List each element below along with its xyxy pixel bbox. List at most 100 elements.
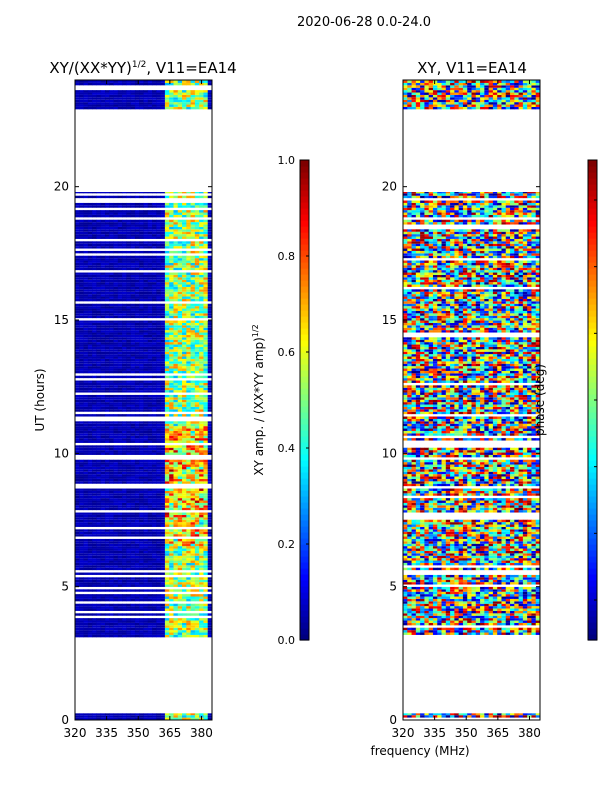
heatmap-cell — [169, 531, 174, 535]
heatmap-cell — [194, 265, 200, 268]
heatmap-cell — [173, 375, 179, 379]
heatmap-cell — [177, 500, 183, 503]
heatmap-cell — [147, 224, 153, 227]
heatmap-cell — [203, 713, 209, 716]
heatmap-cell — [92, 298, 97, 302]
heatmap-cell — [173, 330, 179, 333]
heatmap-cell — [100, 512, 106, 515]
heatmap-cell — [92, 438, 97, 441]
heatmap-cell — [139, 433, 144, 436]
heatmap-cell — [164, 713, 170, 716]
heatmap-cell — [177, 294, 183, 297]
heatmap-cell — [207, 560, 213, 563]
heatmap-cell — [83, 296, 89, 299]
heatmap-cell — [199, 598, 204, 602]
heatmap-cell — [143, 294, 149, 297]
heatmap-cell — [79, 296, 84, 299]
heatmap-cell — [182, 320, 187, 323]
heatmap-cell — [207, 303, 213, 307]
heatmap-cell — [113, 618, 119, 621]
heatmap-cell — [177, 613, 183, 616]
heatmap-cell — [96, 289, 102, 292]
heatmap-cell — [139, 337, 144, 340]
heatmap-cell — [156, 246, 162, 249]
heatmap-cell — [143, 195, 149, 199]
heatmap-cell — [134, 618, 140, 621]
heatmap-cell — [177, 229, 183, 232]
heatmap-cell — [87, 541, 93, 544]
heatmap-cell — [152, 522, 157, 525]
heatmap-cell — [190, 394, 196, 398]
heatmap-cell — [113, 445, 119, 448]
heatmap-cell — [190, 354, 196, 357]
heatmap-cell — [104, 282, 110, 285]
heatmap-cell — [117, 555, 123, 559]
heatmap-cell — [100, 394, 106, 398]
heatmap-cell — [109, 474, 114, 477]
heatmap-cell — [92, 282, 97, 285]
heatmap-cell — [173, 385, 179, 388]
heatmap-cell — [104, 519, 110, 523]
heatmap-cell — [199, 560, 204, 563]
heatmap-cell — [109, 380, 114, 383]
heatmap-cell — [109, 404, 114, 407]
heatmap-cell — [75, 224, 80, 227]
heatmap-cell — [186, 598, 191, 602]
heatmap-cell — [100, 534, 106, 537]
heatmap-cell — [156, 370, 162, 374]
heatmap-cell — [75, 222, 80, 225]
heatmap-cell — [194, 558, 200, 561]
heatmap-cell — [177, 202, 183, 206]
heatmap-cell — [147, 380, 153, 383]
heatmap-cell — [92, 277, 97, 280]
heatmap-cell — [182, 361, 187, 364]
heatmap-cell — [113, 356, 119, 359]
heatmap-cell — [109, 361, 114, 364]
heatmap-cell — [164, 294, 170, 297]
heatmap-cell — [182, 229, 187, 232]
heatmap-cell — [152, 368, 157, 371]
heatmap-cell — [177, 519, 183, 523]
heatmap-cell — [160, 519, 166, 523]
heatmap-cell — [122, 226, 127, 230]
heatmap-cell — [152, 717, 157, 720]
heatmap-cell — [207, 598, 213, 602]
heatmap-cell — [130, 594, 136, 597]
heatmap-cell — [109, 713, 114, 716]
heatmap-cell — [186, 205, 191, 208]
heatmap-cell — [122, 438, 127, 441]
heatmap-cell — [83, 541, 89, 544]
heatmap-cell — [207, 332, 213, 335]
heatmap-cell — [104, 298, 110, 302]
heatmap-cell — [190, 368, 196, 371]
heatmap-cell — [156, 315, 162, 319]
heatmap-cell — [134, 543, 140, 547]
heatmap-cell — [87, 315, 93, 319]
heatmap-cell — [130, 558, 136, 561]
heatmap-cell — [122, 466, 127, 470]
heatmap-cell — [160, 332, 166, 335]
heatmap-cell — [134, 584, 140, 587]
heatmap-cell — [83, 234, 89, 237]
heatmap-cell — [160, 522, 166, 525]
heatmap-cell — [122, 505, 127, 508]
heatmap-cell — [130, 390, 136, 393]
heatmap-cell — [139, 618, 144, 621]
heatmap-cell — [156, 608, 162, 611]
heatmap-cell — [83, 243, 89, 247]
heatmap-cell — [182, 267, 187, 271]
heatmap-cell — [83, 212, 89, 215]
heatmap-cell — [207, 717, 213, 720]
heatmap-cell — [75, 543, 80, 547]
heatmap-cell — [134, 296, 140, 299]
heatmap-cell — [83, 394, 89, 398]
heatmap-cell — [203, 370, 209, 374]
heatmap-cell — [75, 226, 80, 230]
heatmap-cell — [203, 596, 209, 599]
heatmap-cell — [152, 507, 157, 511]
heatmap-cell — [126, 351, 132, 355]
heatmap-cell — [96, 608, 102, 611]
heatmap-cell — [79, 634, 84, 638]
heatmap-cell — [164, 387, 170, 391]
heatmap-cell — [130, 555, 136, 559]
